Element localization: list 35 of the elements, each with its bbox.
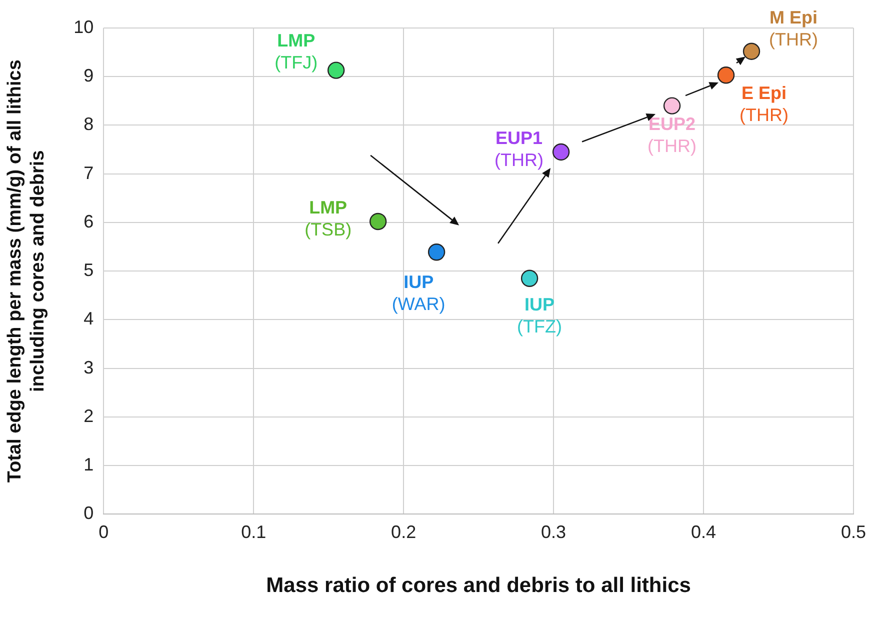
annotation: IUP (TFZ) (517, 294, 562, 336)
y-tick-label: 7 (84, 162, 94, 183)
annotation: LMP (TSB) (304, 197, 352, 240)
point (663, 97, 681, 114)
annotation: E Epi (THR) (740, 83, 789, 126)
point (717, 66, 735, 84)
annotation: EUP2 (THR) (648, 114, 697, 156)
annotation: EUP1 (THR) (494, 128, 544, 170)
x-tick-label: 0.1 (241, 522, 266, 542)
y-tick-label: 0 (84, 503, 94, 524)
annotation: IUP (WAR) (392, 272, 446, 314)
y-axis-title: Total edge length per mass (mm/g) of all lithics including cores and debris (4, 60, 48, 483)
y-tick-label: 6 (84, 211, 94, 232)
y-tick-label: 3 (84, 357, 94, 378)
x-tick-label: 0.3 (541, 522, 566, 542)
y-tick-label: 1 (84, 454, 94, 475)
point (520, 270, 538, 287)
point (369, 212, 387, 230)
y-tick-label: 8 (84, 114, 94, 134)
annotation: M Epi (THR) (769, 7, 818, 50)
x-axis-title: Mass ratio of cores and debris to all lithics (266, 574, 691, 598)
x-tick-label: 0.4 (691, 522, 716, 542)
x-tick-label: 0 (98, 522, 109, 542)
y-tick-label: 4 (84, 308, 94, 329)
y-tick-label: 10 (74, 16, 94, 37)
y-tick-label: 9 (84, 66, 94, 86)
y-tick-label: 2 (84, 406, 94, 426)
x-tick-label: 0.5 (840, 522, 866, 542)
x-tick-label: 0.2 (391, 522, 416, 542)
point (742, 42, 760, 60)
point (327, 62, 345, 79)
point (428, 244, 446, 261)
y-tick-label: 5 (84, 260, 94, 280)
point (552, 143, 570, 161)
annotation: LMP (TFJ) (274, 30, 318, 72)
